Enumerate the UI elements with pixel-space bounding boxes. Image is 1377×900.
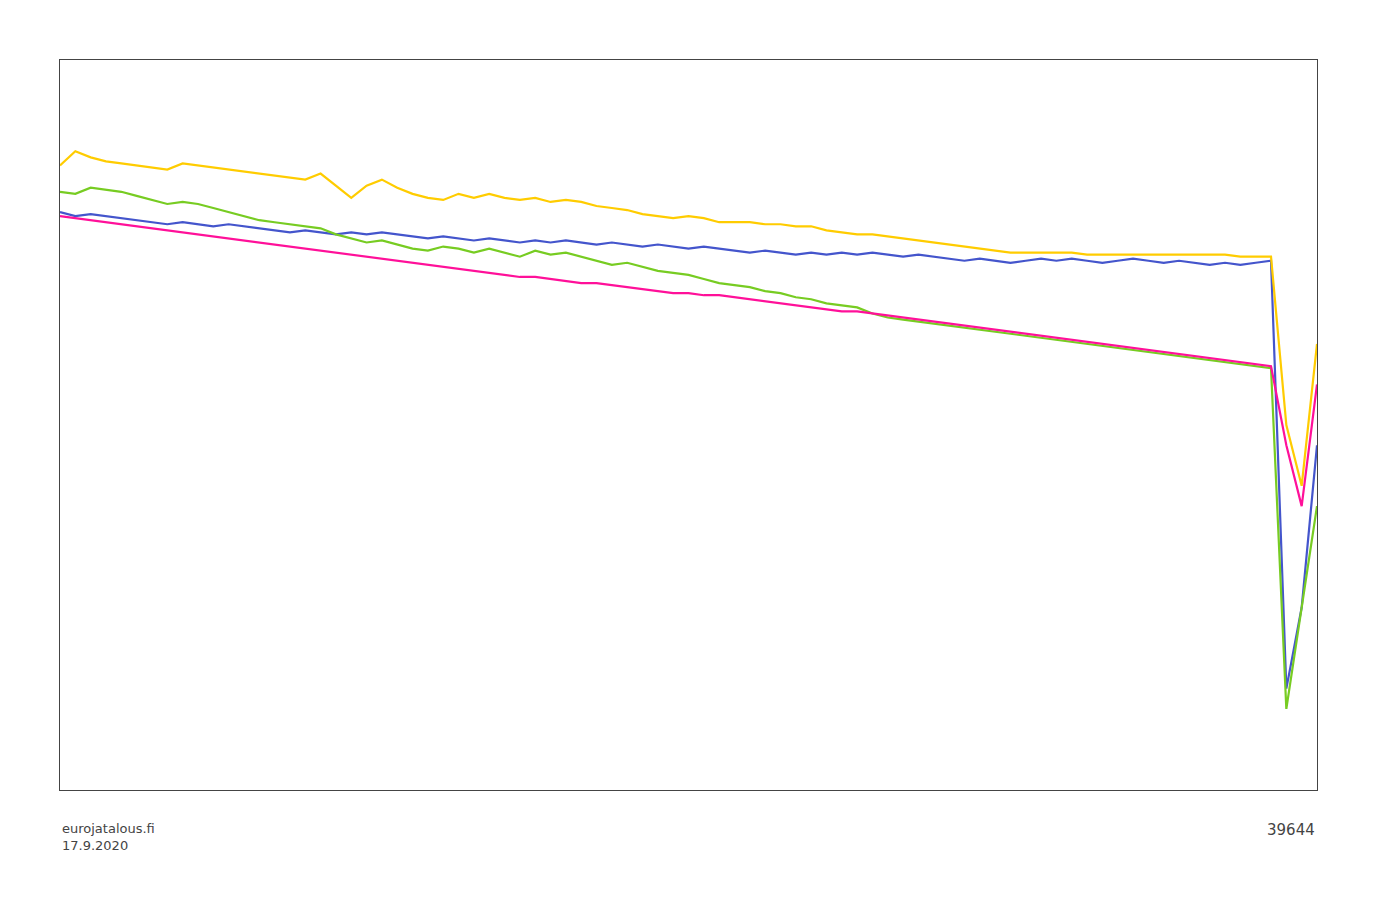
svg-text:39644: 39644: [1267, 821, 1315, 839]
svg-text:eurojatalous.fi17.9.2020: eurojatalous.fi17.9.2020: [62, 821, 155, 853]
